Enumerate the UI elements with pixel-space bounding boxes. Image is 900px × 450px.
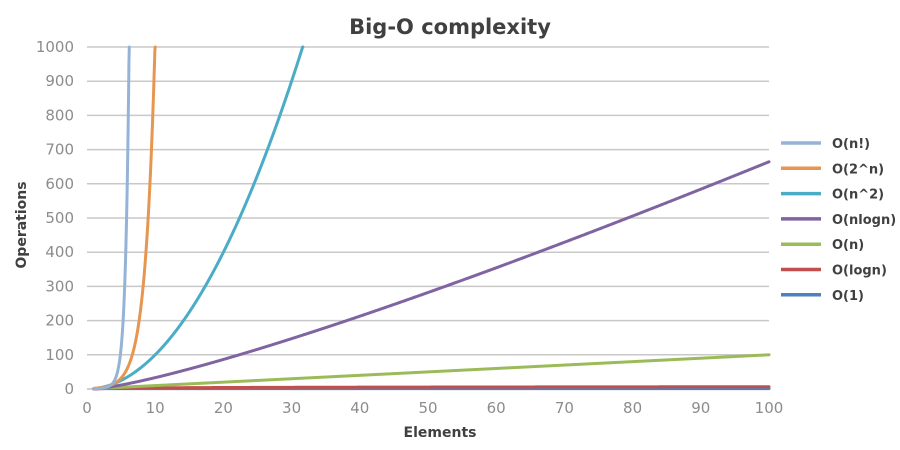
grid bbox=[87, 46, 769, 390]
legend: O(n!) O(2^n) O(n^2) O(nlogn) O(n) O(logn) O(1) bbox=[781, 137, 896, 304]
x-tick-label: 20 bbox=[214, 399, 233, 417]
y-tick-label: 600 bbox=[45, 175, 74, 193]
legend-label: O(2^n) bbox=[832, 162, 884, 177]
y-tick-label: 500 bbox=[45, 209, 74, 227]
y-tick-label: 400 bbox=[45, 243, 74, 261]
x-tick-label: 90 bbox=[691, 399, 710, 417]
series-line bbox=[92, 353, 771, 391]
series-line bbox=[92, 45, 305, 391]
y-tick-label: 300 bbox=[45, 277, 74, 295]
x-tick-label: 0 bbox=[82, 399, 92, 417]
y-tick-label: 100 bbox=[45, 346, 74, 364]
x-tick-label: 10 bbox=[146, 399, 165, 417]
series-line bbox=[92, 160, 771, 391]
y-tick-label: 200 bbox=[45, 312, 74, 330]
legend-label: O(n) bbox=[832, 238, 864, 253]
legend-label: O(n^2) bbox=[832, 188, 884, 203]
series-line bbox=[92, 385, 771, 391]
y-tick-label: 0 bbox=[64, 380, 74, 398]
y-axis-ticks: 0 100 200 300 400 500 600 700 800 900 1000 bbox=[36, 38, 74, 398]
x-tick-label: 50 bbox=[418, 399, 437, 417]
x-tick-label: 80 bbox=[623, 399, 642, 417]
legend-label: O(1) bbox=[832, 289, 864, 304]
y-axis-title: Operations bbox=[14, 181, 30, 268]
series-lines bbox=[92, 45, 771, 391]
legend-label: O(n!) bbox=[832, 137, 870, 152]
x-axis-title: Elements bbox=[404, 425, 477, 441]
series-line bbox=[92, 45, 131, 391]
y-tick-label: 800 bbox=[45, 106, 74, 124]
y-tick-label: 700 bbox=[45, 141, 74, 159]
x-tick-label: 40 bbox=[350, 399, 369, 417]
legend-label: O(logn) bbox=[832, 264, 887, 279]
x-tick-label: 70 bbox=[555, 399, 574, 417]
x-tick-label: 60 bbox=[487, 399, 506, 417]
x-tick-label: 30 bbox=[282, 399, 301, 417]
chart-title: Big-O complexity bbox=[349, 15, 551, 39]
x-axis-ticks: 0 10 20 30 40 50 60 70 80 90 100 bbox=[82, 399, 783, 417]
x-tick-label: 100 bbox=[755, 399, 784, 417]
y-tick-label: 1000 bbox=[36, 38, 74, 56]
legend-label: O(nlogn) bbox=[832, 213, 896, 228]
y-tick-label: 900 bbox=[45, 72, 74, 90]
